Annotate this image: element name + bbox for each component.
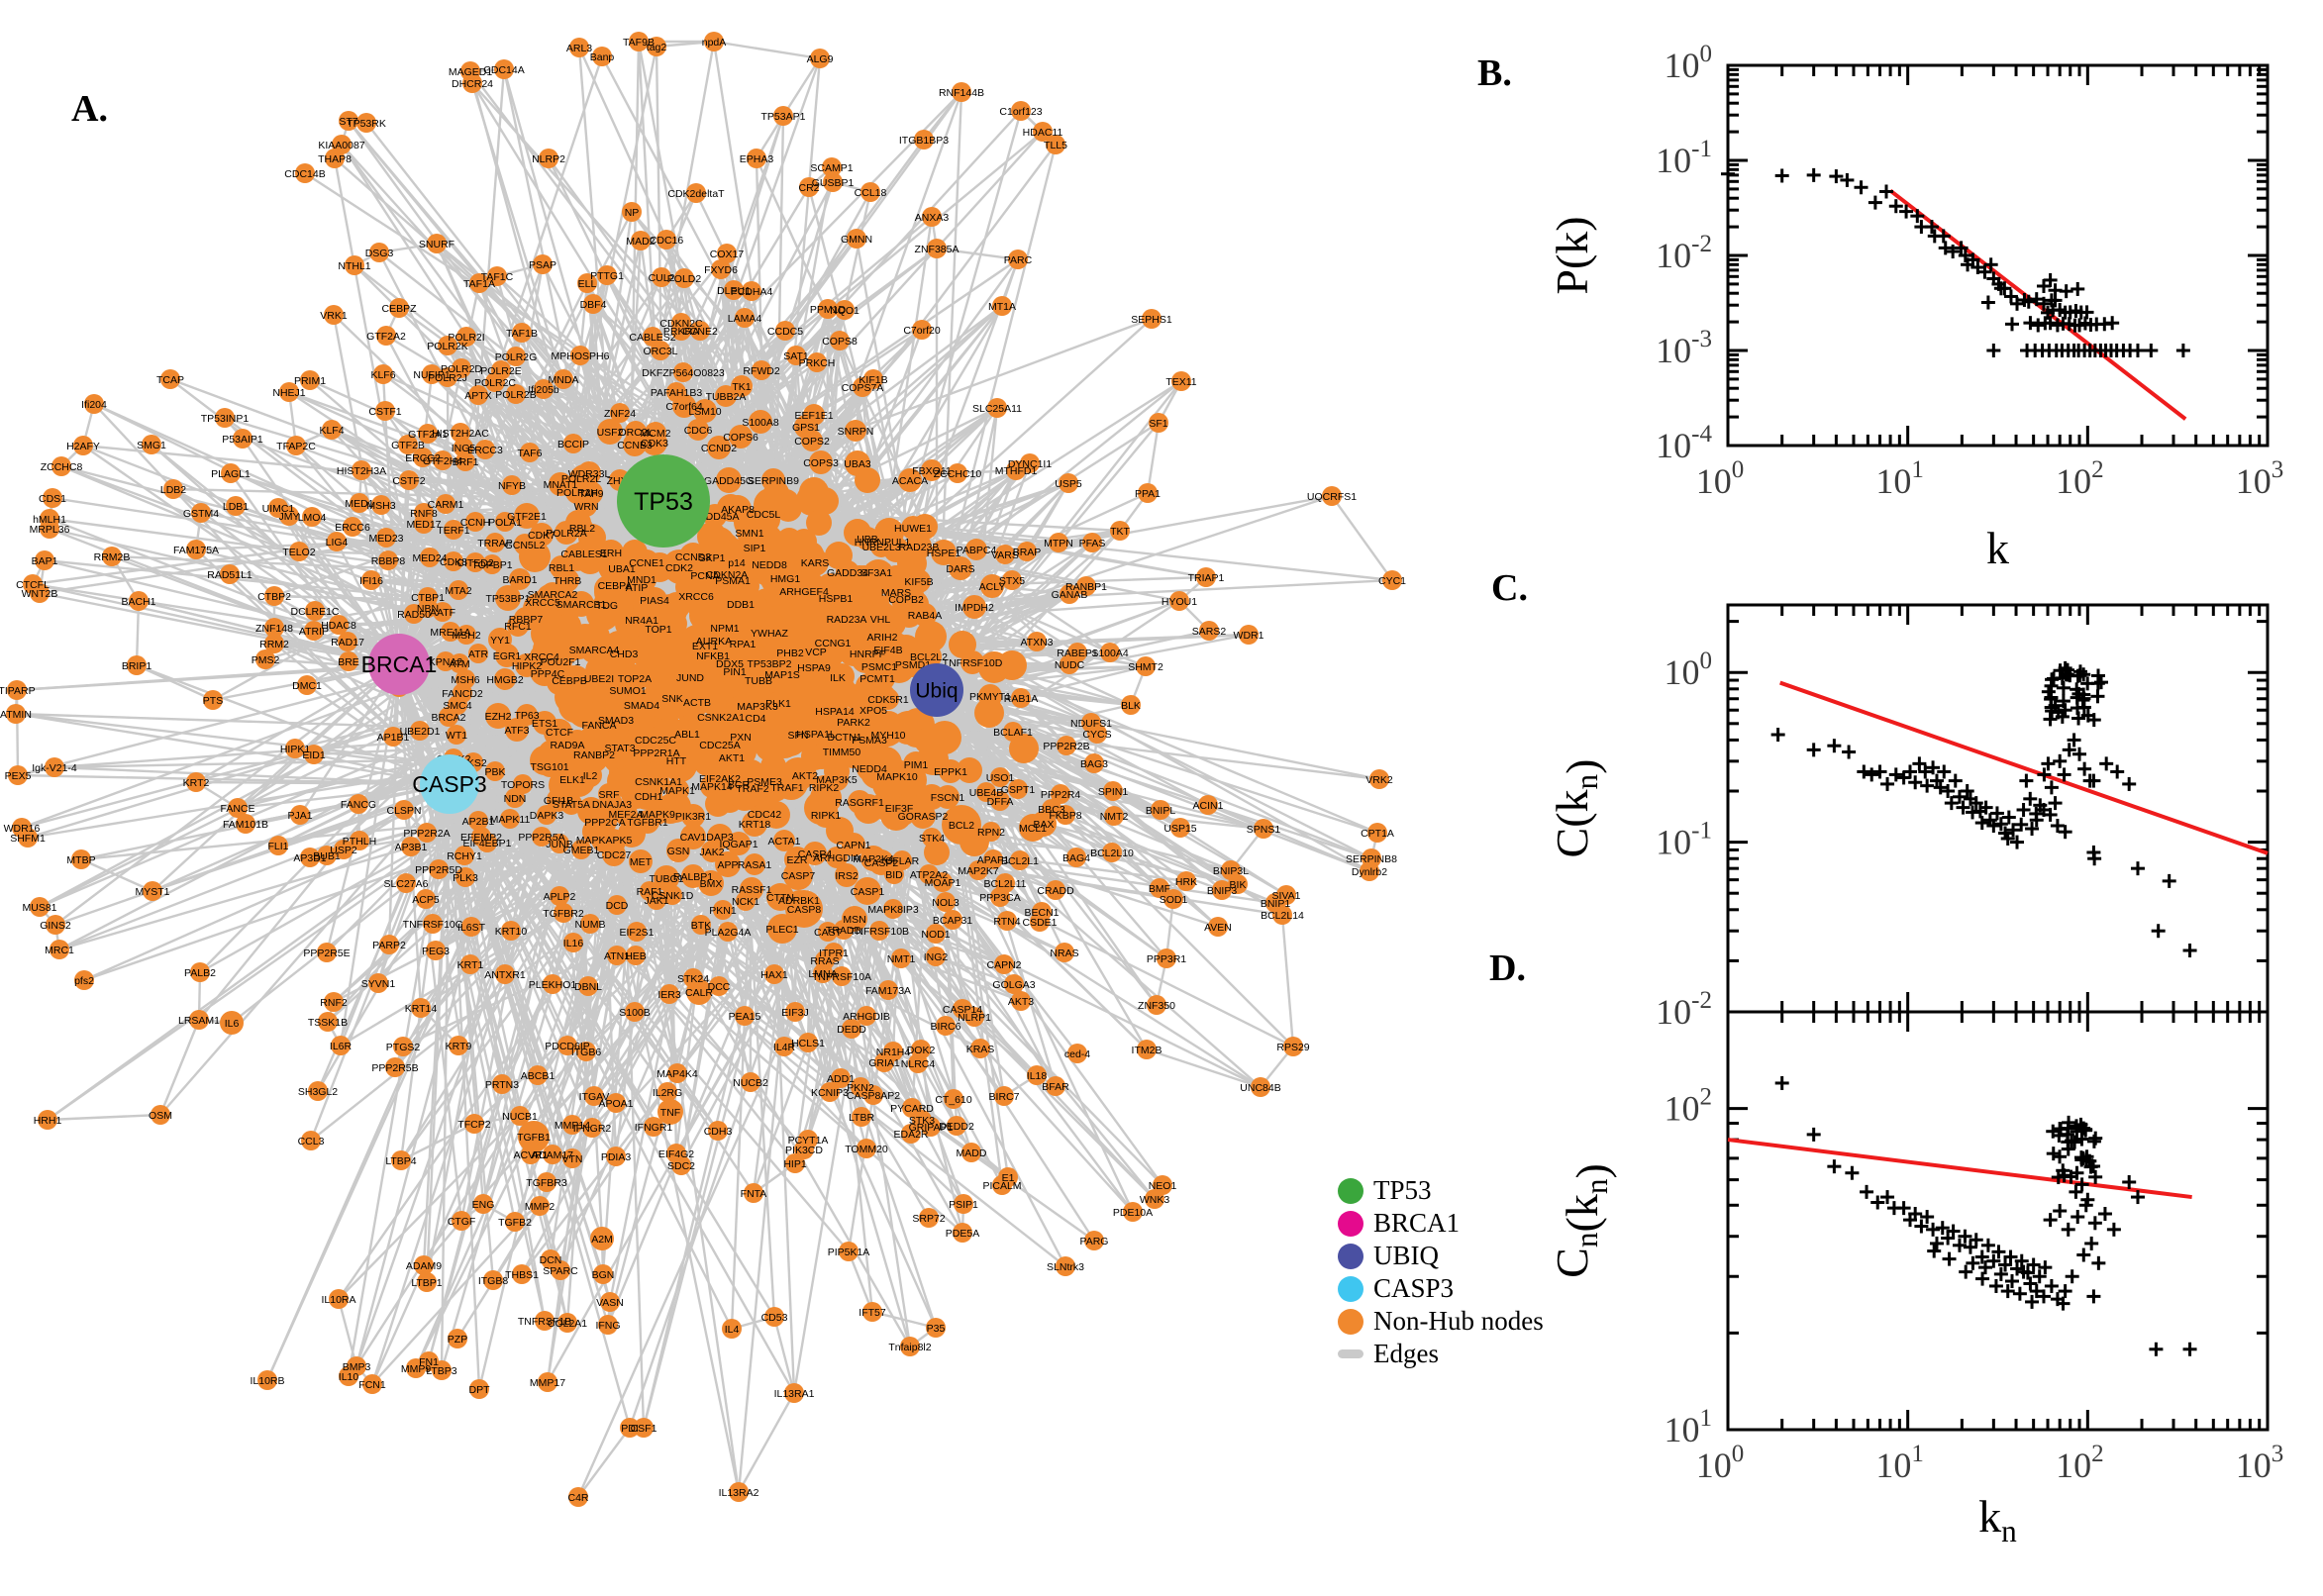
figure-page: {"figure":{"panel_a":"A.","panel_b":"B."… [0, 32, 2284, 1548]
